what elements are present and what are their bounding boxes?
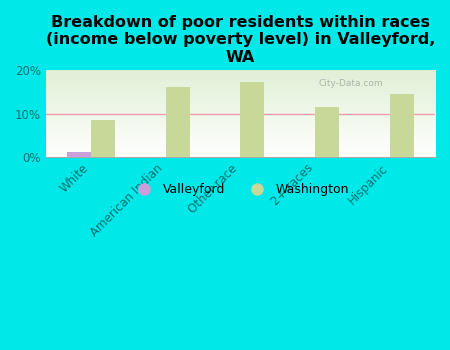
Bar [67, 152, 91, 157]
Bar [240, 82, 265, 157]
Legend: Valleyford, Washington: Valleyford, Washington [127, 178, 354, 201]
Bar [91, 120, 115, 157]
Bar [315, 107, 339, 157]
Bar [166, 88, 189, 157]
Title: Breakdown of poor residents within races
(income below poverty level) in Valleyf: Breakdown of poor residents within races… [46, 15, 435, 65]
Text: City-Data.com: City-Data.com [318, 79, 383, 88]
Bar [390, 94, 414, 157]
